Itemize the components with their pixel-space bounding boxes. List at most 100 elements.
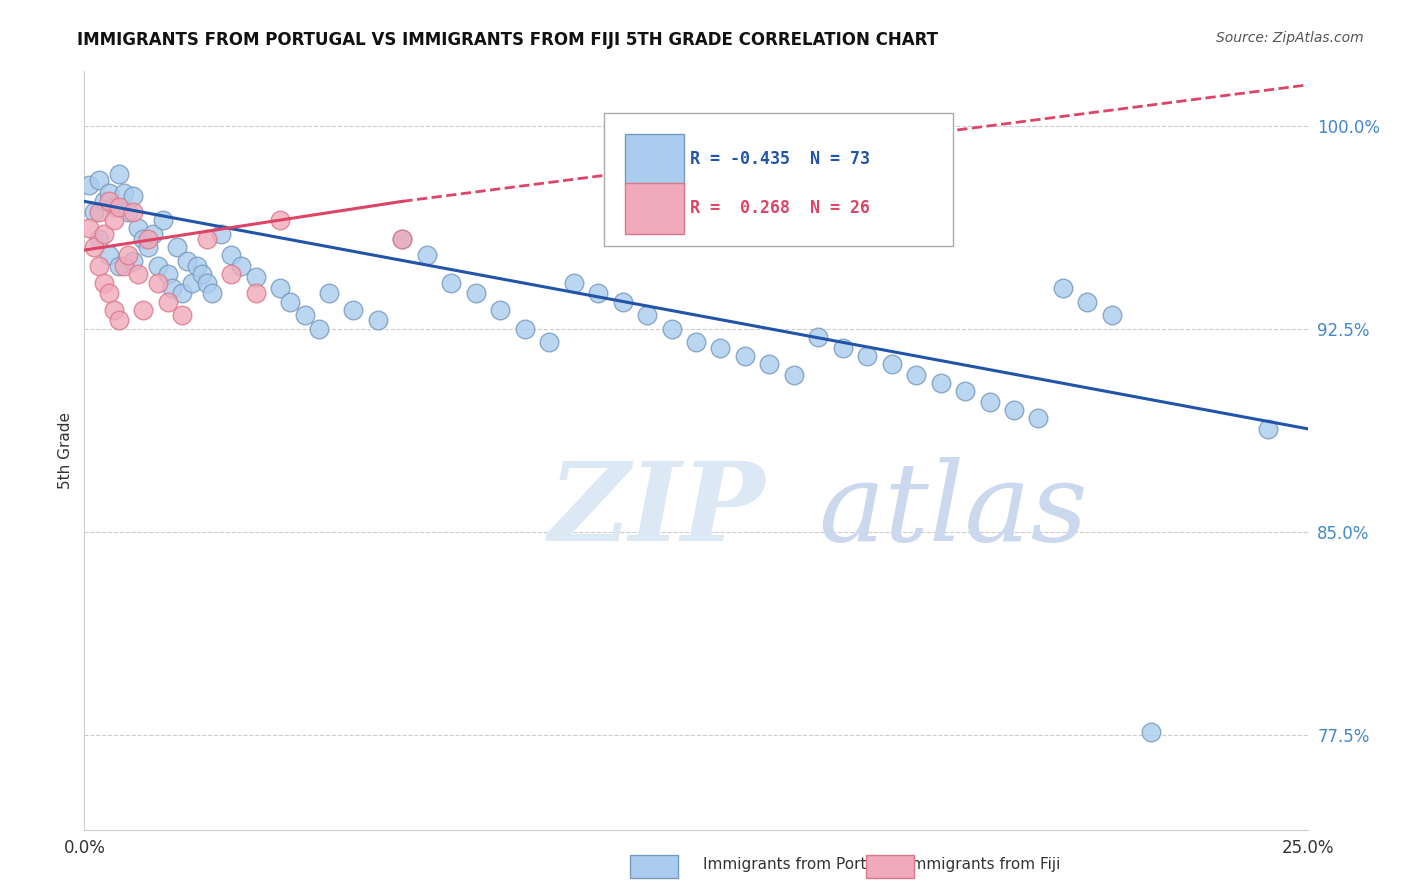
FancyBboxPatch shape [626, 183, 683, 235]
Point [172, 308, 194, 322]
Point [1002, 402, 1025, 417]
Point [209, 227, 232, 241]
Point [186, 260, 208, 274]
Point [103, 302, 125, 317]
Point [97, 286, 120, 301]
Point [93, 194, 115, 209]
Point [122, 189, 145, 203]
Point [93, 227, 115, 241]
Point [176, 254, 198, 268]
Point [107, 260, 129, 274]
Point [156, 268, 179, 282]
Text: atlas: atlas [818, 458, 1088, 565]
Point [191, 268, 214, 282]
Point [807, 330, 830, 344]
Point [162, 281, 184, 295]
Point [661, 321, 683, 335]
Point [122, 254, 145, 268]
Point [103, 213, 125, 227]
Point [77, 178, 100, 193]
Point [87, 260, 110, 274]
Point [172, 286, 194, 301]
Point [245, 270, 267, 285]
Point [1076, 294, 1098, 309]
Point [856, 349, 879, 363]
Point [195, 232, 218, 246]
Point [87, 232, 110, 246]
Point [219, 268, 242, 282]
Y-axis label: 5th Grade: 5th Grade [58, 412, 73, 489]
Point [979, 394, 1001, 409]
Point [1140, 725, 1163, 739]
Point [112, 186, 135, 201]
Point [136, 232, 159, 246]
Point [269, 281, 291, 295]
Point [342, 302, 364, 317]
Point [219, 248, 242, 262]
Point [308, 321, 330, 335]
Point [156, 294, 179, 309]
Point [107, 167, 129, 181]
Point [929, 376, 952, 390]
Point [905, 368, 928, 382]
Point [77, 221, 100, 235]
Point [586, 286, 609, 301]
Point [112, 260, 135, 274]
Point [87, 172, 110, 186]
Text: IMMIGRANTS FROM PORTUGAL VS IMMIGRANTS FROM FIJI 5TH GRADE CORRELATION CHART: IMMIGRANTS FROM PORTUGAL VS IMMIGRANTS F… [77, 31, 938, 49]
Point [152, 213, 174, 227]
Point [142, 227, 165, 241]
Point [538, 335, 561, 350]
Point [166, 240, 188, 254]
Point [709, 341, 731, 355]
Point [200, 286, 222, 301]
Point [97, 248, 120, 262]
Point [83, 205, 105, 219]
Point [636, 308, 658, 322]
Point [464, 286, 486, 301]
Text: R =  0.268  N = 26: R = 0.268 N = 26 [690, 199, 870, 217]
Point [562, 276, 585, 290]
Point [245, 286, 267, 301]
Point [97, 194, 120, 209]
Point [132, 232, 155, 246]
Point [1257, 422, 1279, 436]
Point [1101, 308, 1123, 322]
Point [269, 213, 291, 227]
Point [294, 308, 316, 322]
Point [83, 240, 105, 254]
Point [87, 205, 110, 219]
Point [122, 205, 145, 219]
Point [132, 302, 155, 317]
Point [195, 276, 218, 290]
Point [513, 321, 536, 335]
Point [127, 268, 149, 282]
Point [758, 357, 780, 371]
Point [146, 260, 169, 274]
Point [880, 357, 903, 371]
Point [612, 294, 634, 309]
Point [489, 302, 512, 317]
Point [391, 232, 413, 246]
Text: Immigrants from Fiji: Immigrants from Fiji [907, 857, 1060, 872]
Point [318, 286, 340, 301]
Point [117, 205, 139, 219]
FancyBboxPatch shape [605, 113, 953, 245]
Point [181, 276, 204, 290]
Point [953, 384, 976, 398]
Point [97, 186, 120, 201]
Point [1028, 411, 1050, 425]
Point [136, 240, 159, 254]
Point [391, 232, 413, 246]
Point [278, 294, 301, 309]
Point [107, 200, 129, 214]
FancyBboxPatch shape [626, 134, 683, 186]
Text: Immigrants from Portugal: Immigrants from Portugal [703, 857, 900, 872]
Point [831, 341, 853, 355]
Point [440, 276, 463, 290]
Point [416, 248, 439, 262]
Point [734, 349, 756, 363]
Point [107, 313, 129, 327]
Text: Source: ZipAtlas.com: Source: ZipAtlas.com [1216, 31, 1364, 45]
Point [367, 313, 389, 327]
